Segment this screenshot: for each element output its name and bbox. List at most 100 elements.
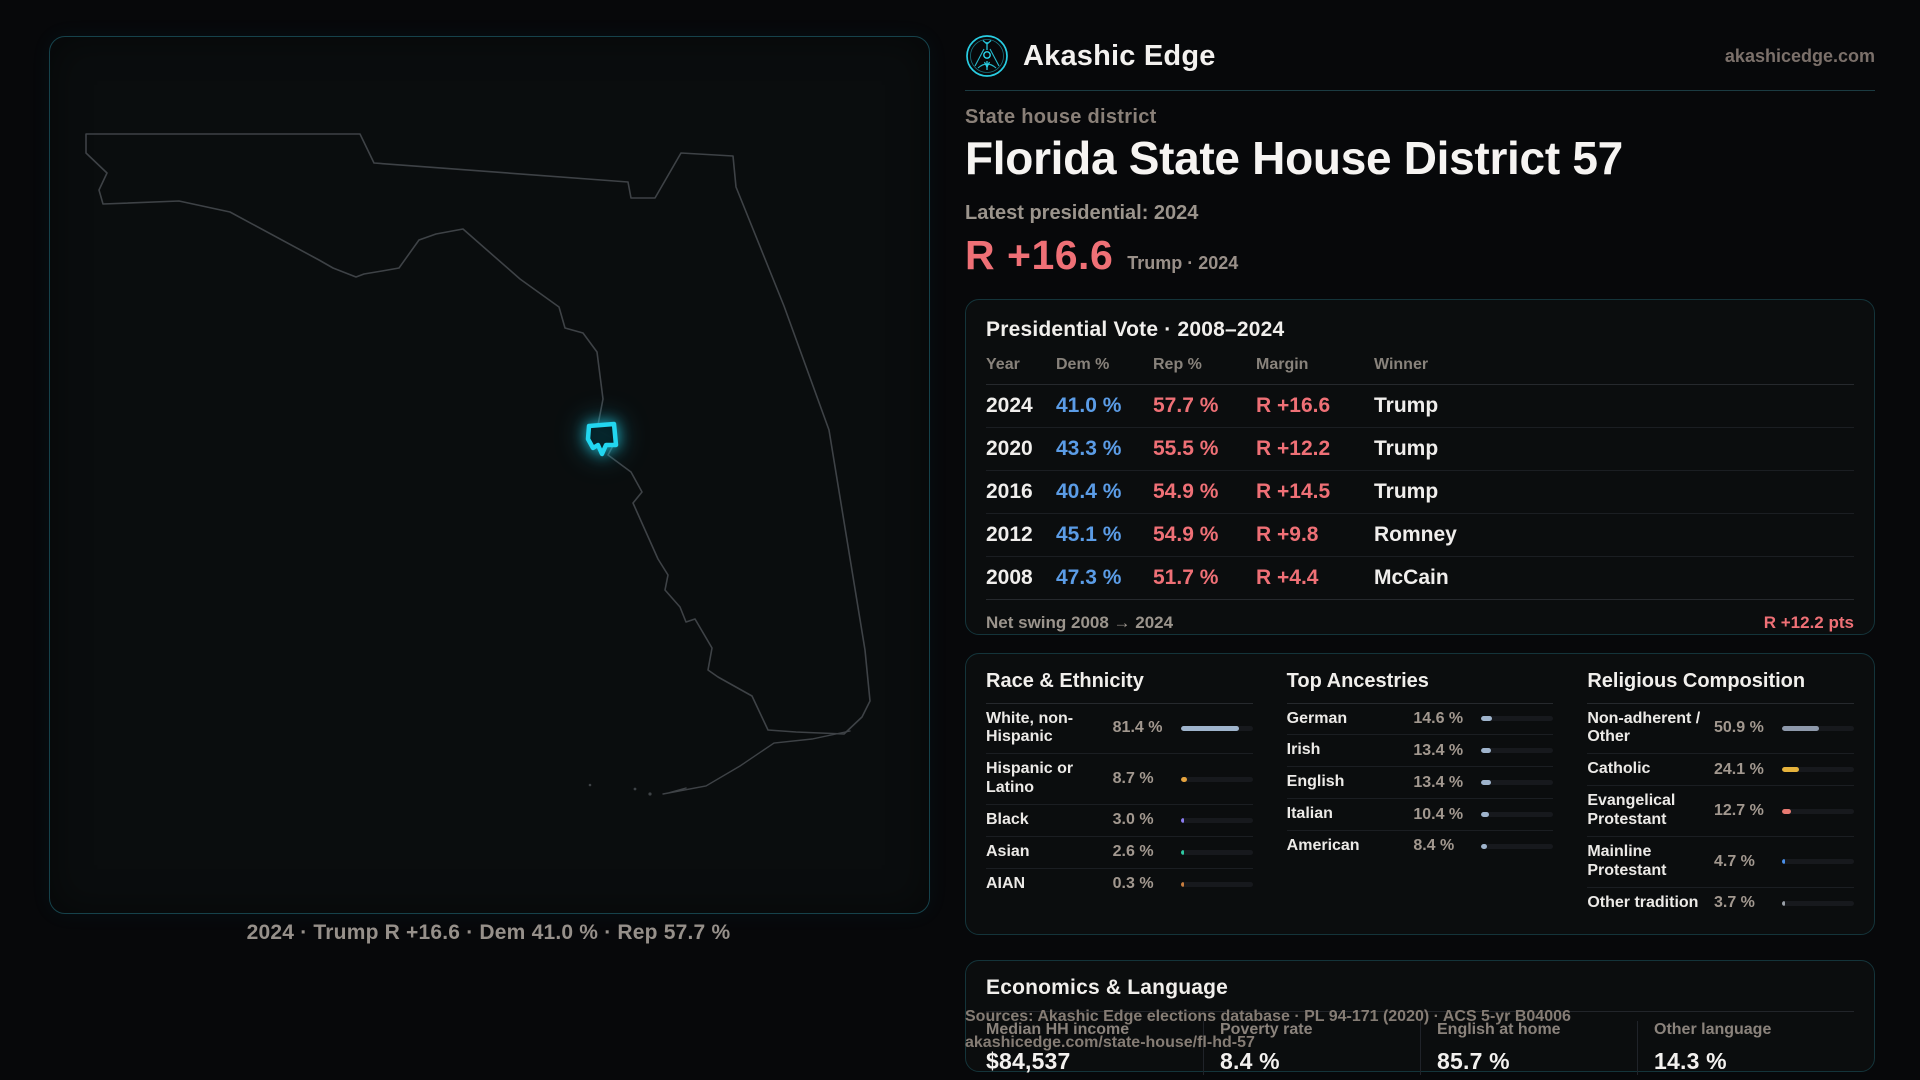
source-permalink[interactable]: akashicedge.com/state-house/fl-hd-57 — [965, 1033, 1255, 1051]
vote-col-header: Margin — [1256, 355, 1309, 373]
economics-stat: Median HH income $84,537 — [986, 1021, 1203, 1075]
stat-value: 14.6 % — [1413, 709, 1464, 727]
vote-rep-share: 55.5 % — [1153, 436, 1219, 460]
economics-stat-label: Other language — [1654, 1020, 1772, 1038]
stat-row: Irish 13.4 % — [1286, 735, 1554, 768]
stat-row: Hispanic or Latino 8.7 % — [986, 754, 1253, 806]
florida-map — [85, 133, 871, 796]
stat-label: Black — [986, 811, 1029, 829]
stat-bar-fill — [1481, 748, 1491, 754]
stat-value: 8.7 % — [1112, 770, 1154, 788]
vote-winner: Trump — [1374, 479, 1439, 503]
stat-value: 24.1 % — [1713, 760, 1764, 778]
vote-year: 2020 — [986, 436, 1033, 460]
economics-stat-value: $84,537 — [986, 1047, 1071, 1074]
vote-year: 2008 — [986, 565, 1033, 589]
vote-margin: R +9.8 — [1256, 522, 1319, 546]
stat-bar — [1481, 812, 1554, 818]
net-swing-row: Net swing 2008 → 2024 R +12.2 pts — [986, 598, 1854, 646]
stat-value: 13.4 % — [1413, 741, 1464, 759]
stat-bar-fill — [1180, 849, 1184, 855]
stat-row: Other tradition 3.7 % — [1587, 888, 1854, 919]
demo-group: Religious Composition Non-adherent / Othe… — [1587, 670, 1854, 919]
demo-group-title: Race & Ethnicity — [986, 670, 1253, 704]
net-swing-label: Net swing 2008 → 2024 — [986, 612, 1174, 632]
vote-col-header: Rep % — [1153, 355, 1202, 373]
vote-dem-share: 47.3 % — [1056, 565, 1122, 589]
stat-value: 8.4 % — [1413, 837, 1455, 855]
stat-label: German — [1286, 709, 1348, 727]
detail-column: Akashic Edge akashicedge.com State house… — [965, 0, 1875, 1080]
vote-dem-share: 43.3 % — [1056, 436, 1122, 460]
stat-bar — [1781, 859, 1854, 865]
district-57-marker[interactable] — [585, 421, 619, 457]
vote-rep-share: 51.7 % — [1153, 565, 1219, 589]
vote-margin: R +12.2 — [1256, 436, 1331, 460]
vote-col-header: Year — [986, 355, 1020, 373]
vote-year: 2024 — [986, 393, 1033, 417]
florida-outline — [85, 133, 871, 735]
economics-divider — [986, 1010, 1854, 1012]
keys-islet — [633, 787, 637, 791]
economics-stat-value: 14.3 % — [1654, 1047, 1727, 1074]
vote-row-2008: 2008 47.3 % 51.7 % R +4.4 McCain — [986, 557, 1854, 599]
vote-rep-share: 54.9 % — [1153, 522, 1219, 546]
stat-bar-fill — [1781, 859, 1786, 865]
stat-bar — [1481, 748, 1554, 754]
economics-panel: Economics & Language Median HH income $84… — [965, 959, 1875, 1075]
stat-row: American 8.4 % — [1287, 831, 1554, 862]
stat-value: 10.4 % — [1413, 805, 1464, 823]
stat-row: Catholic 24.1 % — [1587, 754, 1854, 787]
stat-row: Mainline Protestant 4.7 % — [1587, 837, 1854, 888]
economics-stat-label: Poverty rate — [1220, 1020, 1313, 1038]
vote-row-2020: 2020 43.3 % 55.5 % R +12.2 Trump — [986, 428, 1854, 471]
vote-dem-share: 40.4 % — [1056, 479, 1122, 503]
vote-row-2024: 2024 41.0 % 57.7 % R +16.6 Trump — [986, 385, 1854, 428]
keys-islet — [648, 792, 652, 796]
stat-bar — [1781, 725, 1854, 731]
stat-bar-fill — [1781, 808, 1792, 814]
vote-margin: R +4.4 — [1256, 565, 1319, 589]
stat-value: 13.4 % — [1413, 773, 1464, 791]
stat-bar-fill — [1781, 725, 1819, 731]
stat-bar — [1180, 849, 1253, 855]
stat-bar-fill — [1481, 812, 1489, 818]
brand-domain-link[interactable]: akashicedge.com — [1724, 45, 1875, 66]
demo-group: Race & Ethnicity White, non-Hispanic 81.4 … — [986, 670, 1253, 919]
vote-year: 2016 — [986, 479, 1033, 503]
stat-label: AIAN — [986, 874, 1026, 892]
stat-row: German 14.6 % — [1286, 704, 1554, 736]
vote-winner: McCain — [1374, 565, 1449, 589]
stat-bar-fill — [1180, 817, 1184, 823]
stat-label: Non-adherent / Other — [1587, 709, 1701, 746]
vote-col-header: Dem % — [1056, 355, 1110, 373]
stat-bar — [1180, 817, 1253, 823]
stat-bar-fill — [1481, 780, 1491, 786]
economics-stat-value: 85.7 % — [1437, 1047, 1510, 1074]
stat-label: Hispanic or Latino — [986, 760, 1074, 797]
state-map-panel — [49, 36, 930, 914]
economics-stat-label: Median HH income — [986, 1020, 1130, 1038]
economics-stats: Median HH income $84,537 Poverty rate 8.4 %… — [986, 1020, 1854, 1075]
stat-row: AIAN 0.3 % — [986, 869, 1253, 900]
vote-rep-share: 54.9 % — [1153, 479, 1219, 503]
brand: Akashic Edge — [965, 34, 1216, 78]
stat-row: Asian 2.6 % — [986, 837, 1253, 869]
stat-value: 3.7 % — [1713, 894, 1755, 912]
demo-group-title: Top Ancestries — [1286, 670, 1554, 704]
vote-panel-title: Presidential Vote · 2008–2024 — [986, 317, 1285, 341]
economics-stat: English at home 85.7 % — [1420, 1020, 1637, 1075]
page-title: Florida State House District 57 — [965, 132, 1623, 184]
stat-value: 0.3 % — [1112, 875, 1154, 893]
stat-bar — [1481, 716, 1554, 722]
stat-label: Catholic — [1587, 760, 1651, 778]
stat-label: White, non-Hispanic — [986, 709, 1074, 746]
demographics-panel: Race & Ethnicity White, non-Hispanic 81.4 … — [965, 652, 1875, 935]
vote-col-header: Winner — [1374, 355, 1429, 373]
stat-bar-fill — [1180, 725, 1240, 731]
stat-bar — [1481, 843, 1554, 849]
stat-value: 2.6 % — [1112, 843, 1154, 861]
economics-title: Economics & Language — [986, 975, 1229, 999]
headline-margin-note: Trump · 2024 — [1127, 252, 1239, 273]
stat-row: Italian 10.4 % — [1286, 799, 1554, 832]
